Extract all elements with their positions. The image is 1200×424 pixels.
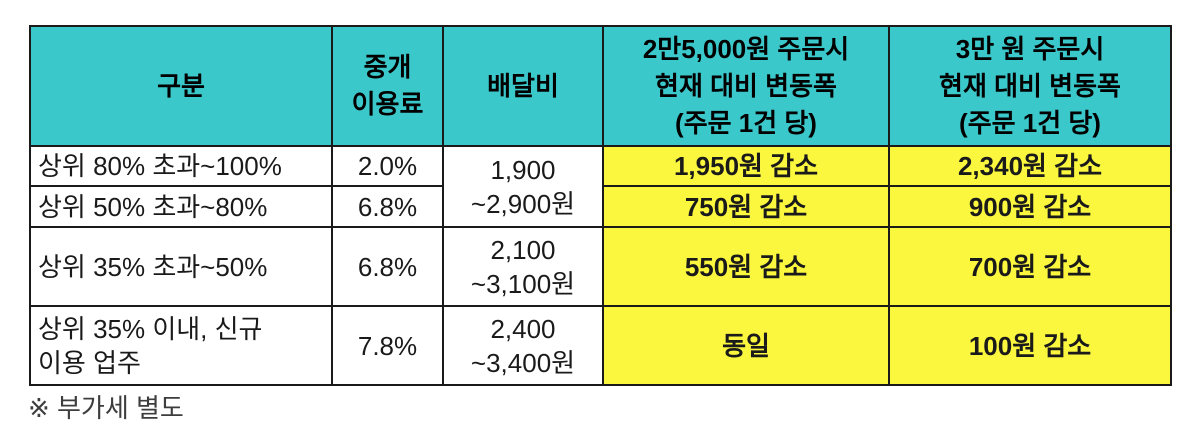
cell-commission: 6.8% bbox=[331, 185, 444, 228]
cell-category: 상위 35% 이내, 신규 이용 업주 bbox=[29, 305, 333, 386]
cell-change-25000: 동일 bbox=[602, 305, 890, 386]
header-order-25000: 2만5,000원 주문시 현재 대비 변동폭 (주문 1건 당) bbox=[602, 25, 890, 147]
cell-delivery-fee: 2,400 ~3,400원 bbox=[442, 305, 604, 386]
header-category: 구분 bbox=[29, 25, 333, 147]
header-row: 구분 중개 이용료 배달비 2만5,000원 주문시 현재 대비 변동폭 (주문… bbox=[29, 25, 1172, 147]
cell-delivery-fee: 2,100 ~3,100원 bbox=[442, 226, 604, 307]
cell-change-25000: 550원 감소 bbox=[602, 226, 890, 307]
cell-change-30000: 700원 감소 bbox=[888, 226, 1172, 307]
cell-category: 상위 35% 초과~50% bbox=[29, 226, 333, 307]
cell-commission: 6.8% bbox=[331, 226, 444, 307]
cell-category: 상위 50% 초과~80% bbox=[29, 185, 333, 228]
table-row: 상위 35% 초과~50% 6.8% 2,100 ~3,100원 550원 감소… bbox=[29, 226, 1172, 307]
cell-change-25000: 750원 감소 bbox=[602, 185, 890, 228]
vat-note: ※ 부가세 별도 bbox=[28, 393, 184, 423]
cell-commission: 7.8% bbox=[331, 305, 444, 386]
cell-change-30000: 2,340원 감소 bbox=[888, 145, 1172, 187]
header-delivery-fee: 배달비 bbox=[442, 25, 604, 147]
table-row: 상위 50% 초과~80% 6.8% 750원 감소 900원 감소 bbox=[29, 185, 1172, 228]
table-row: 상위 35% 이내, 신규 이용 업주 7.8% 2,400 ~3,400원 동… bbox=[29, 305, 1172, 386]
cell-change-25000: 1,950원 감소 bbox=[602, 145, 890, 187]
fee-table: 구분 중개 이용료 배달비 2만5,000원 주문시 현재 대비 변동폭 (주문… bbox=[29, 25, 1172, 386]
cell-category: 상위 80% 초과~100% bbox=[29, 145, 333, 187]
table-row: 상위 80% 초과~100% 2.0% 1,900 ~2,900원 1,950원… bbox=[29, 145, 1172, 228]
header-order-30000: 3만 원 주문시 현재 대비 변동폭 (주문 1건 당) bbox=[888, 25, 1172, 147]
cell-change-30000: 100원 감소 bbox=[888, 305, 1172, 386]
header-commission: 중개 이용료 bbox=[331, 25, 444, 147]
cell-delivery-fee-merged: 1,900 ~2,900원 bbox=[442, 145, 604, 228]
cell-change-30000: 900원 감소 bbox=[888, 185, 1172, 228]
cell-commission: 2.0% bbox=[331, 145, 444, 187]
